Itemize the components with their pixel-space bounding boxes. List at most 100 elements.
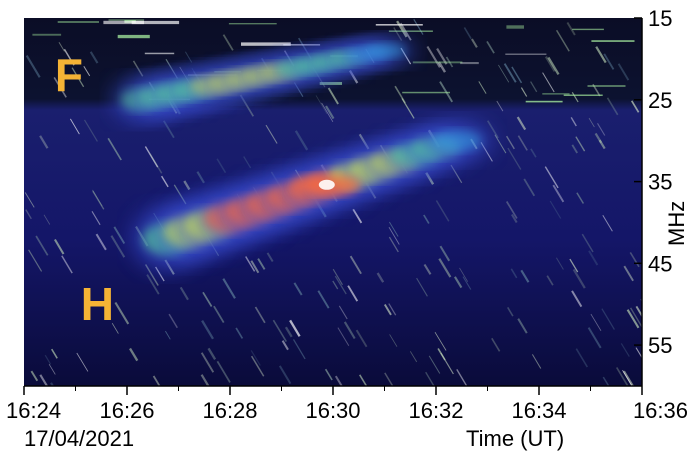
burst-lane-fundamental (111, 36, 415, 123)
interference-stripe (76, 352, 89, 372)
interference-stripe (48, 363, 56, 375)
interference-stripe (617, 63, 630, 81)
interference-stripe (389, 334, 398, 347)
interference-stripe (250, 355, 265, 377)
radio-burst-emission (111, 36, 493, 271)
interference-stripe (183, 180, 191, 191)
interference-stripe (606, 97, 619, 116)
interference-stripe (51, 348, 58, 359)
interference-stripe (597, 123, 606, 136)
interference-stripe (438, 258, 452, 278)
interference-stripe (343, 321, 356, 340)
interference-stripe (235, 327, 244, 339)
annotation-f: F (55, 49, 83, 101)
interference-stripe (114, 301, 130, 325)
x-tick-label: 16:36 (633, 398, 688, 423)
interference-stripe (566, 22, 576, 36)
interference-stripe (635, 305, 642, 318)
interference-stripe (437, 348, 446, 361)
x-tick-label: 16:24 (6, 398, 61, 423)
interference-stripe (289, 319, 301, 337)
interference-stripe (396, 20, 408, 38)
interference-stripe (506, 135, 515, 150)
interference-stripe (552, 184, 565, 203)
interference-stripe (63, 48, 75, 66)
interference-stripe (572, 268, 586, 289)
interference-stripe (349, 255, 362, 275)
interference-stripe (144, 264, 159, 286)
interference-stripe (321, 102, 334, 123)
interference-stripe (439, 81, 454, 103)
interference-stripe (278, 365, 292, 385)
plot-area (24, 18, 642, 386)
interference-stripe (332, 268, 343, 286)
interference-stripe (520, 87, 528, 97)
x-tick-label: 16:26 (99, 398, 154, 423)
interference-stripe (389, 221, 399, 237)
interference-stripe (511, 66, 523, 84)
interference-stripe (129, 347, 139, 362)
interference-stripe (428, 355, 441, 374)
interference-stripe (463, 27, 472, 40)
interference-stripe (44, 354, 52, 365)
x-axis-title: Time (UT) (466, 426, 564, 451)
narrowband-streak (108, 19, 145, 21)
interference-stripe (544, 56, 556, 72)
interference-stripe (293, 282, 303, 296)
interference-stripe (35, 235, 49, 256)
interference-stripe (30, 370, 39, 382)
interference-stripe (337, 327, 350, 347)
x-tick-label: 16:30 (305, 398, 360, 423)
interference-stripe (571, 290, 583, 308)
interference-stripe (523, 178, 536, 197)
interference-stripe (24, 192, 35, 208)
interference-stripe (546, 275, 554, 286)
interference-stripe (213, 305, 225, 324)
interference-stripe (416, 277, 428, 297)
interference-stripe (111, 322, 119, 334)
interference-stripe (107, 137, 122, 161)
interference-stripe (39, 135, 49, 149)
interference-stripe (581, 233, 594, 253)
interference-stripe (338, 305, 348, 320)
interference-stripe (588, 117, 595, 128)
interference-stripe (602, 376, 610, 386)
interference-stripe (547, 56, 560, 75)
interference-stripe (254, 306, 266, 324)
interference-stripe (454, 276, 463, 289)
burst-core (431, 130, 482, 152)
interference-stripe (196, 171, 205, 184)
interference-stripe (478, 81, 487, 94)
interference-stripe (265, 124, 278, 144)
interference-stripe (517, 135, 528, 151)
interference-stripe (83, 119, 98, 142)
interference-stripe (555, 29, 570, 52)
interference-stripe (439, 245, 451, 262)
x-tick-label: 16:28 (202, 398, 257, 423)
interference-stripe (257, 258, 266, 270)
interference-stripe (388, 303, 397, 316)
interference-stripe (622, 370, 635, 386)
interference-stripe (576, 192, 585, 204)
interference-stripe (61, 255, 73, 274)
annotation-h: H (81, 278, 114, 330)
interference-stripe (569, 258, 579, 273)
interference-stripe (496, 100, 504, 112)
x-axis: 16:24 16:26 16:28 16:30 16:32 16:34 16:36 (6, 385, 688, 423)
interference-stripe (531, 354, 542, 369)
interference-stripe (595, 46, 607, 64)
interference-stripe (426, 45, 441, 68)
interference-stripe (413, 18, 424, 35)
interference-stripe (292, 339, 306, 360)
interference-stripe (71, 67, 85, 88)
panel-annotations: FH (55, 49, 114, 330)
interference-stripe (58, 42, 65, 52)
interference-stripe (243, 156, 252, 169)
interference-stripe (629, 251, 640, 268)
interference-stripe (70, 118, 80, 135)
interference-stripe (575, 348, 588, 368)
interference-stripe (462, 276, 472, 290)
interference-stripe (505, 201, 518, 219)
interference-stripe (202, 291, 213, 307)
